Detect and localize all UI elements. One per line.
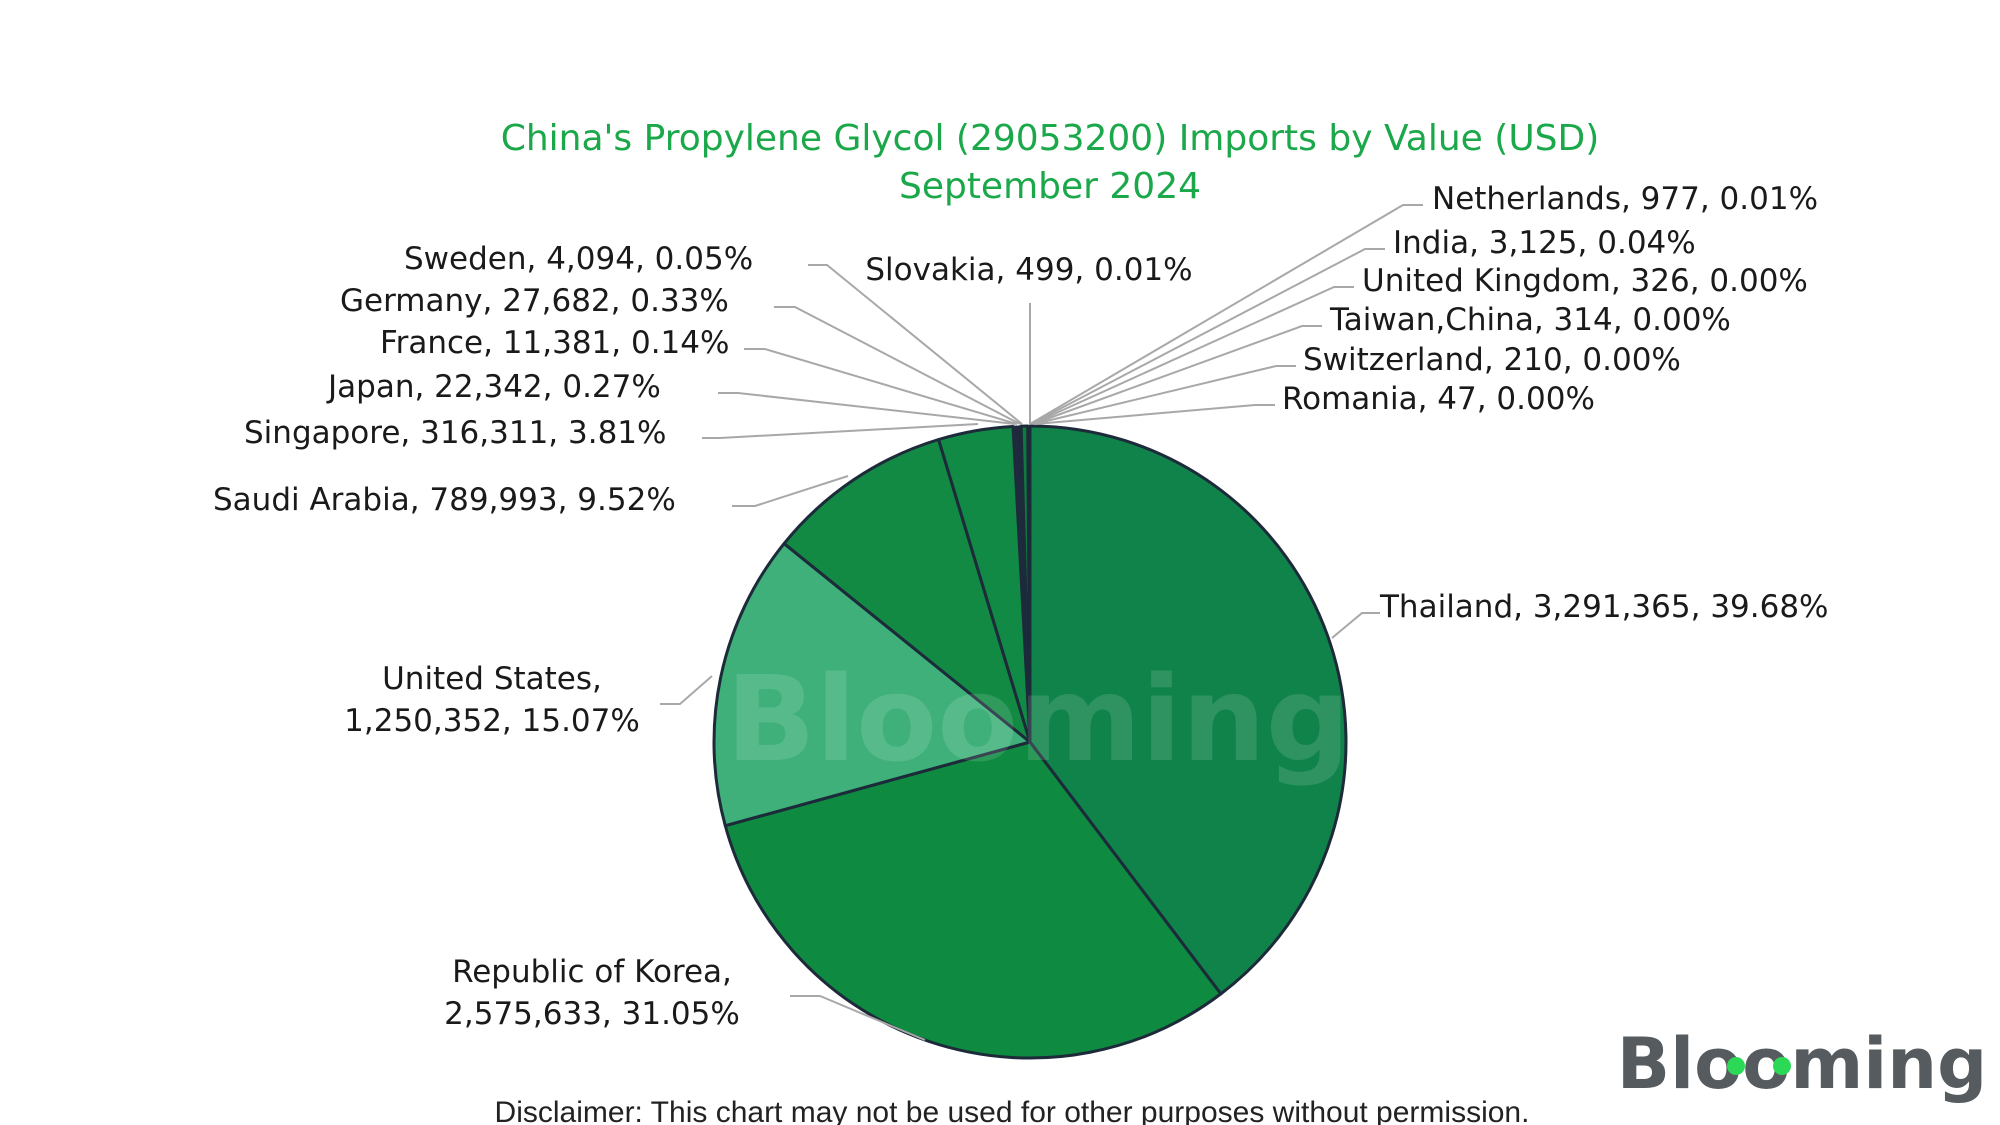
pie-slice-thailand — [1028, 424, 1348, 996]
pie-slice-republic-of-korea — [723, 740, 1223, 1060]
slice-label-united-kingdom: United Kingdom, 326, 0.00% — [1362, 263, 1808, 299]
slice-label-thailand: Thailand, 3,291,365, 39.68% — [1379, 589, 1829, 625]
leader-line-saudi-arabia — [732, 475, 849, 507]
slice-label-united-states: 1,250,352, 15.07% — [344, 703, 640, 739]
leader-line-taiwan-china — [1032, 325, 1322, 425]
leader-line-netherlands — [1029, 204, 1423, 425]
leader-line-france — [744, 348, 1018, 425]
leader-line-united-kingdom — [1031, 286, 1354, 425]
pie-slice-saudi-arabia — [782, 438, 1032, 744]
slice-label-france: France, 11,381, 0.14% — [380, 325, 729, 361]
logo-eye-right — [1773, 1057, 1791, 1075]
slice-label-germany: Germany, 27,682, 0.33% — [340, 283, 729, 319]
slice-label-taiwan-china: Taiwan,China, 314, 0.00% — [1329, 302, 1731, 338]
slice-label-republic-of-korea: 2,575,633, 31.05% — [444, 996, 740, 1032]
leader-lines — [660, 204, 1423, 1041]
slice-label-romania: Romania, 47, 0.00% — [1282, 381, 1595, 417]
leader-line-india — [1030, 248, 1385, 425]
slice-label-slovakia: Slovakia, 499, 0.01% — [865, 252, 1192, 288]
chart-title: China's Propylene Glycol (29053200) Impo… — [501, 118, 1600, 159]
disclaimer: Disclaimer: This chart may not be used f… — [495, 1096, 1530, 1125]
leader-line-sweden — [808, 264, 1023, 425]
leader-line-united-states — [660, 675, 713, 705]
pie-slices — [712, 424, 1348, 1060]
slice-label-singapore: Singapore, 316,311, 3.81% — [244, 415, 666, 451]
leader-line-romania — [1034, 404, 1275, 425]
slice-label-india: India, 3,125, 0.04% — [1393, 225, 1696, 261]
pie-slice-united-states — [712, 542, 1032, 828]
slice-label-republic-of-korea: Republic of Korea, — [452, 954, 732, 990]
blooming-logo: Blooming — [1617, 1023, 1987, 1105]
chart-subtitle: September 2024 — [899, 166, 1201, 207]
leader-line-japan — [718, 392, 1016, 425]
slice-label-netherlands: Netherlands, 977, 0.01% — [1432, 181, 1818, 217]
watermark-text: Blooming — [726, 650, 1350, 788]
leader-line-switzerland — [1033, 365, 1296, 425]
slice-label-united-states: United States, — [382, 661, 602, 697]
logo-text: Blooming — [1617, 1023, 1987, 1105]
slice-label-switzerland: Switzerland, 210, 0.00% — [1303, 342, 1681, 378]
slice-label-japan: Japan, 22,342, 0.27% — [326, 369, 661, 405]
leader-line-germany — [774, 306, 1021, 425]
logo-eye-left — [1727, 1057, 1745, 1075]
leader-line-thailand — [1331, 612, 1380, 639]
slice-labels: Thailand, 3,291,365, 39.68% Republic of K… — [213, 181, 1829, 1032]
leader-line-republic-of-korea — [790, 995, 926, 1041]
leader-line-singapore — [702, 423, 979, 439]
slice-label-sweden: Sweden, 4,094, 0.05% — [404, 241, 753, 277]
slice-label-saudi-arabia: Saudi Arabia, 789,993, 9.52% — [213, 482, 676, 518]
